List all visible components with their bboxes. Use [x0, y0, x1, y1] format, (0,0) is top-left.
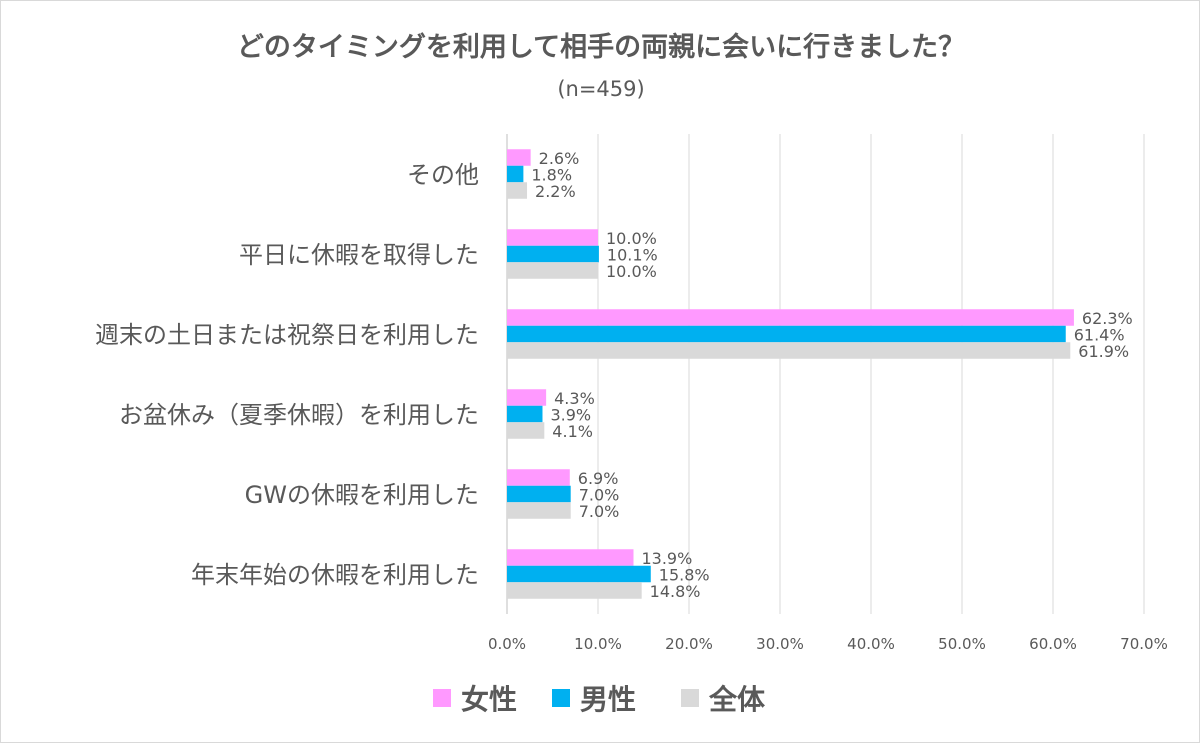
category-label: お盆休み（夏季休暇）を利用した: [119, 401, 479, 429]
legend-label: 女性: [461, 683, 517, 716]
data-label: 4.1%: [552, 422, 593, 441]
x-tick-label: 50.0%: [938, 635, 986, 653]
data-label: 62.3%: [1082, 309, 1133, 328]
legend-swatch: [552, 689, 570, 707]
bar: [507, 309, 1074, 326]
bar: [507, 422, 545, 439]
x-tick-label: 40.0%: [847, 635, 895, 653]
x-tick-label: 70.0%: [1120, 635, 1168, 653]
category-label: 週末の土日または祝祭日を利用した: [95, 321, 479, 349]
data-label: 61.9%: [1078, 342, 1129, 361]
data-label: 13.9%: [641, 549, 692, 568]
data-label: 2.2%: [535, 182, 576, 201]
x-tick-label: 10.0%: [574, 635, 622, 653]
category-label: 年末年始の休暇を利用した: [191, 561, 479, 589]
bar: [507, 182, 528, 199]
data-label: 10.0%: [606, 229, 657, 248]
data-label: 1.8%: [531, 165, 572, 184]
bar: [507, 485, 571, 503]
bar: [507, 229, 598, 246]
data-label: 2.6%: [539, 149, 580, 168]
data-label: 4.3%: [554, 389, 595, 408]
x-tick-label: 60.0%: [1029, 635, 1077, 653]
bar: [507, 502, 571, 519]
data-label: 6.9%: [578, 469, 619, 488]
category-label: その他: [407, 161, 479, 189]
legend-swatch: [681, 689, 699, 707]
legend-label: 全体: [708, 683, 766, 716]
legend-label: 男性: [580, 683, 636, 716]
bar: [507, 165, 524, 183]
category-label: GWの休暇を利用した: [245, 481, 479, 509]
data-label: 10.0%: [606, 262, 657, 281]
x-tick-label: 30.0%: [756, 635, 804, 653]
data-label: 61.4%: [1074, 325, 1125, 344]
chart-subtitle: (n=459): [557, 77, 644, 101]
bar: [507, 549, 634, 566]
data-label: 3.9%: [550, 405, 591, 424]
bar: [507, 405, 543, 423]
data-label: 7.0%: [579, 485, 620, 504]
category-label: 平日に休暇を取得した: [239, 241, 479, 269]
data-label: 14.8%: [650, 582, 701, 601]
x-tick-label: 0.0%: [488, 635, 526, 653]
x-tick-label: 20.0%: [665, 635, 713, 653]
bar: [507, 582, 642, 599]
bar: [507, 389, 547, 406]
bar: [507, 245, 599, 263]
bar: [507, 325, 1066, 343]
chart-title: どのタイミングを利用して相手の両親に会いに行きました？: [237, 31, 965, 63]
bar: [507, 342, 1071, 359]
data-label: 15.8%: [659, 565, 710, 584]
bar: [507, 565, 651, 583]
bar: [507, 469, 570, 486]
legend-swatch: [433, 689, 451, 707]
bar: [507, 149, 531, 166]
data-label: 7.0%: [579, 502, 620, 521]
bar: [507, 262, 598, 279]
data-label: 10.1%: [607, 245, 658, 264]
